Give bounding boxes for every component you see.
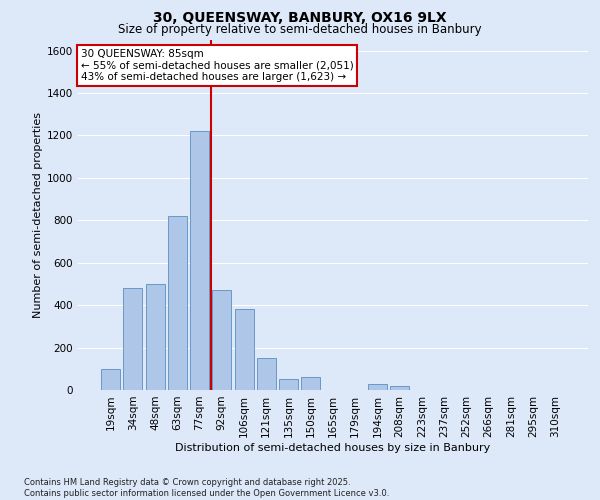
X-axis label: Distribution of semi-detached houses by size in Banbury: Distribution of semi-detached houses by … — [175, 442, 491, 452]
Bar — [257, 358, 276, 390]
Bar — [390, 386, 409, 390]
Text: 30 QUEENSWAY: 85sqm
← 55% of semi-detached houses are smaller (2,051)
43% of sem: 30 QUEENSWAY: 85sqm ← 55% of semi-detach… — [80, 49, 353, 82]
Bar — [279, 380, 298, 390]
Text: Contains HM Land Registry data © Crown copyright and database right 2025.
Contai: Contains HM Land Registry data © Crown c… — [24, 478, 389, 498]
Bar — [212, 290, 231, 390]
Bar — [168, 216, 187, 390]
Text: 30, QUEENSWAY, BANBURY, OX16 9LX: 30, QUEENSWAY, BANBURY, OX16 9LX — [153, 11, 447, 25]
Bar — [368, 384, 387, 390]
Bar — [190, 131, 209, 390]
Y-axis label: Number of semi-detached properties: Number of semi-detached properties — [33, 112, 43, 318]
Text: Size of property relative to semi-detached houses in Banbury: Size of property relative to semi-detach… — [118, 22, 482, 36]
Bar — [146, 284, 164, 390]
Bar — [124, 288, 142, 390]
Bar — [301, 378, 320, 390]
Bar — [101, 369, 120, 390]
Bar — [235, 310, 254, 390]
